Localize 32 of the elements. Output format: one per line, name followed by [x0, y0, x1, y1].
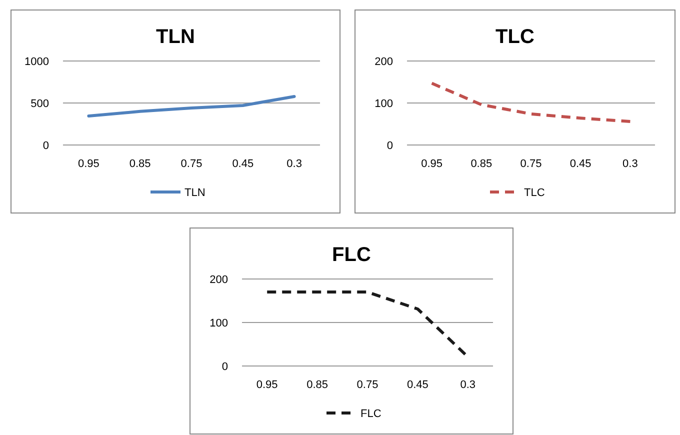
x-tick-label: 0.75: [180, 158, 202, 170]
x-tick-label: 0.95: [421, 158, 443, 170]
x-tick-label: 0.85: [129, 158, 151, 170]
chart-title: FLC: [332, 244, 371, 266]
y-tick-label: 100: [210, 317, 228, 330]
x-tick-label: 0.75: [356, 379, 378, 391]
x-tick-label: 0.75: [520, 158, 542, 170]
chart-title: TLC: [496, 26, 534, 48]
x-tick-label: 0.45: [232, 158, 254, 170]
x-tick-label: 0.95: [256, 379, 278, 391]
x-tick-label: 0.95: [78, 158, 100, 170]
y-tick-label: 200: [374, 56, 393, 68]
x-tick-label: 0.3: [622, 158, 638, 170]
x-tick-label: 0.85: [306, 379, 328, 391]
legend-label: FLC: [360, 408, 382, 420]
y-tick-label: 0: [42, 140, 49, 152]
y-tick-label: 100: [374, 98, 393, 110]
y-tick-label: 0: [386, 140, 393, 152]
x-tick-label: 0.45: [570, 158, 592, 170]
line-series: [430, 82, 632, 123]
y-tick-label: 0: [222, 360, 228, 373]
legend-label: TLC: [524, 186, 545, 199]
line-series: [87, 95, 296, 118]
y-tick-label: 500: [30, 98, 49, 110]
x-tick-label: 0.3: [286, 158, 302, 170]
legend-label: TLN: [184, 186, 206, 199]
x-tick-label: 0.85: [470, 158, 492, 170]
chart-title: TLN: [156, 26, 195, 48]
x-tick-label: 0.45: [406, 379, 428, 391]
x-tick-label: 0.3: [460, 379, 476, 391]
y-tick-label: 200: [210, 274, 228, 286]
y-tick-label: 1000: [24, 56, 49, 68]
